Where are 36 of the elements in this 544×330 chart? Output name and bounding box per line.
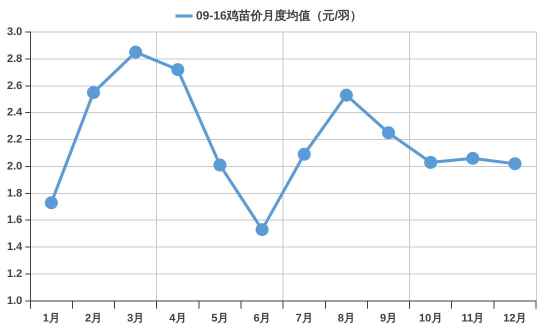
point (87, 86, 100, 99)
point (466, 152, 480, 165)
legend-label: 09-16鸡苗价月度均值（元/羽） (196, 8, 362, 22)
point (382, 126, 395, 140)
x-tick-label: 2月 (84, 312, 102, 324)
point (508, 157, 522, 170)
y-tick-label: 1.0 (6, 294, 22, 307)
point (129, 46, 142, 59)
point (340, 88, 353, 102)
y-tick-label: 1.8 (6, 187, 22, 200)
y-tick-label: 2.8 (6, 52, 22, 65)
point (44, 196, 58, 210)
x-tick-label: 6月 (254, 312, 271, 324)
x-tick-label: 11月 (461, 312, 484, 324)
point (298, 148, 311, 161)
point (256, 223, 269, 236)
x-tick-label: 5月 (211, 312, 228, 324)
y-tick-label: 1.6 (6, 214, 22, 226)
point (213, 158, 226, 172)
y-tick-label: 3.0 (6, 26, 22, 38)
x-tick-label: 4月 (169, 312, 186, 324)
x-tick-label: 3月 (127, 312, 144, 324)
y-tick-label: 2.4 (6, 106, 24, 119)
x-tick-label: 8月 (338, 312, 355, 324)
y-tick-label: 1.4 (6, 241, 24, 254)
x-tick-label: 10月 (419, 312, 442, 324)
point (424, 156, 438, 169)
x-tick-label: 12月 (503, 312, 527, 324)
x-tick-label: 9月 (380, 312, 398, 324)
y-tick-label: 2.2 (6, 134, 22, 146)
y-tick-label: 2.0 (6, 160, 22, 172)
x-tick-label: 1月 (42, 312, 60, 324)
x-tick-label: 7月 (296, 312, 313, 324)
y-tick-label: 1.2 (6, 268, 22, 280)
point (171, 63, 184, 76)
y-tick-label: 2.6 (6, 80, 22, 92)
